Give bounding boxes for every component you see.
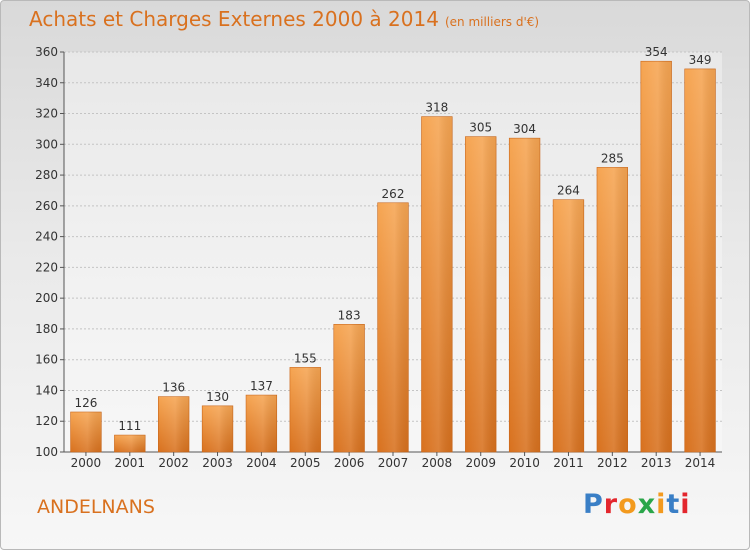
bar-shine xyxy=(333,324,365,452)
bar-shine xyxy=(114,435,146,452)
logo-letter: i xyxy=(656,489,667,520)
data-label: 349 xyxy=(689,53,712,67)
data-label: 183 xyxy=(338,308,361,322)
y-tick-label: 140 xyxy=(35,383,58,397)
bar-shine xyxy=(553,199,584,452)
bar-shine xyxy=(509,138,540,452)
chart-title-text: Achats et Charges Externes 2000 à 2014 xyxy=(29,7,439,31)
logo-letter: r xyxy=(603,489,619,520)
bar-shine xyxy=(421,116,453,452)
bar-shine xyxy=(640,61,672,452)
y-tick-label: 320 xyxy=(35,107,58,121)
data-label: 130 xyxy=(206,390,229,404)
y-tick-label: 100 xyxy=(35,445,58,459)
bar-shine xyxy=(289,367,321,452)
y-tick-label: 220 xyxy=(35,260,58,274)
bar-shine xyxy=(158,396,190,452)
bar-shine xyxy=(377,202,409,452)
y-tick-label: 240 xyxy=(35,230,58,244)
y-tick-label: 160 xyxy=(35,353,58,367)
proxiti-logo: Proxiti xyxy=(583,489,691,520)
data-label: 155 xyxy=(294,351,317,365)
y-tick-label: 280 xyxy=(35,168,58,182)
data-label: 305 xyxy=(469,121,492,135)
bar-shine xyxy=(246,395,277,452)
data-label: 285 xyxy=(601,151,624,165)
x-tick-label: 2012 xyxy=(597,456,628,470)
bar-shine xyxy=(70,412,102,452)
x-tick-label: 2001 xyxy=(115,456,146,470)
commune-name: ANDELNANS xyxy=(37,496,155,518)
data-label: 111 xyxy=(118,419,141,433)
data-label: 318 xyxy=(425,101,448,115)
y-tick-label: 200 xyxy=(35,291,58,305)
y-tick-label: 300 xyxy=(35,137,58,151)
x-tick-label: 2014 xyxy=(685,456,716,470)
logo-letter: t xyxy=(666,489,681,520)
chart-unit: (en milliers d'€) xyxy=(444,15,540,29)
logo-letter: i xyxy=(680,489,691,520)
x-tick-label: 2002 xyxy=(158,456,189,470)
bar-shine xyxy=(596,167,628,452)
y-tick-label: 120 xyxy=(35,414,58,428)
bar-shine xyxy=(684,68,716,452)
x-tick-label: 2004 xyxy=(246,456,277,470)
x-tick-label: 2003 xyxy=(202,456,233,470)
x-tick-label: 2011 xyxy=(553,456,584,470)
data-label: 126 xyxy=(74,396,97,410)
bar-shine xyxy=(202,405,233,452)
logo-letter: o xyxy=(618,489,638,520)
y-tick-label: 360 xyxy=(35,45,58,59)
x-tick-label: 2005 xyxy=(290,456,321,470)
data-label: 262 xyxy=(382,187,405,201)
x-tick-label: 2013 xyxy=(641,456,672,470)
logo-letter: x xyxy=(637,489,657,520)
y-tick-label: 340 xyxy=(35,76,58,90)
x-tick-label: 2010 xyxy=(509,456,540,470)
data-label: 137 xyxy=(250,379,273,393)
bar-shine xyxy=(465,136,497,452)
x-tick-label: 2008 xyxy=(422,456,453,470)
y-tick-label: 260 xyxy=(35,199,58,213)
data-label: 354 xyxy=(645,45,668,59)
x-tick-label: 2009 xyxy=(465,456,496,470)
data-label: 264 xyxy=(557,184,580,198)
x-tick-label: 2000 xyxy=(71,456,102,470)
data-label: 136 xyxy=(162,381,185,395)
chart-title: Achats et Charges Externes 2000 à 2014 (e… xyxy=(29,7,539,31)
y-tick-label: 180 xyxy=(35,322,58,336)
data-label: 304 xyxy=(513,122,536,136)
x-tick-label: 2006 xyxy=(334,456,365,470)
x-tick-label: 2007 xyxy=(378,456,409,470)
logo-letter: P xyxy=(583,489,604,520)
